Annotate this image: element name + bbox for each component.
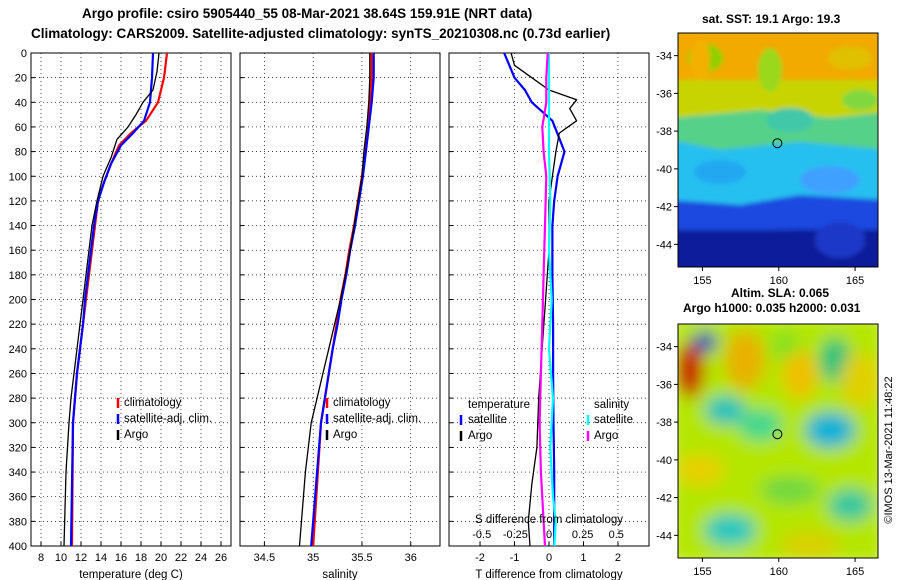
depth-tick-label-300: 300 [9, 418, 27, 430]
sst-map-xtick-label-165: 165 [846, 275, 864, 287]
depth-tick-label-200: 200 [9, 295, 27, 307]
header-line1: Argo profile: csiro 5905440_55 08-Mar-20… [82, 6, 533, 21]
top-xlabel-difference: S difference from climatology [475, 514, 623, 526]
sla-map-title-1: Altim. SLA: 0.065 [731, 286, 830, 300]
legend-label-temperature-1: satellite-adj. clim. [124, 413, 212, 425]
depth-tick-label-100: 100 [9, 171, 27, 183]
xtick-label-temperature-16: 16 [115, 552, 127, 564]
legend-label-temp-1: Argo [468, 430, 492, 442]
xtick-label-temperature-10: 10 [55, 552, 67, 564]
series-line-temperature-argo [63, 52, 160, 547]
legend-label-salinity-0: climatology [333, 397, 391, 409]
xlabel-temperature: temperature (deg C) [79, 569, 183, 580]
series-line-difference-s-satellite [547, 53, 557, 547]
xtick-label-difference-1: 1 [580, 552, 586, 564]
sst-map-ytick-label--44: -44 [656, 239, 672, 251]
depth-tick-label-160: 160 [9, 245, 27, 257]
series-line-salinity-argo [298, 53, 371, 547]
legend-label-temp-0: satellite [468, 414, 507, 426]
sla-map-frame [677, 323, 879, 559]
depth-tick-label-40: 40 [15, 97, 27, 109]
series-line-difference-s-argo [538, 52, 549, 547]
depth-tick-label-380: 380 [9, 516, 27, 528]
xtick-label-temperature-22: 22 [175, 552, 187, 564]
sst-map-ytick-label--36: -36 [656, 88, 672, 100]
depth-tick-label-340: 340 [9, 467, 27, 479]
sla-map-ytick-label--42: -42 [656, 493, 672, 505]
top-xtick-label-0: 0 [546, 529, 552, 541]
xtick-label-difference-0: 0 [546, 552, 552, 564]
sst-map-xtick-label-160: 160 [770, 275, 788, 287]
sst-map-title: sat. SST: 19.1 Argo: 19.3 [702, 12, 841, 26]
xtick-label-difference-2: 2 [615, 552, 621, 564]
xtick-label-temperature-12: 12 [75, 552, 87, 564]
xtick-label-temperature-14: 14 [95, 552, 107, 564]
legend-label-temperature-2: Argo [124, 429, 148, 441]
legend-label-salinity-1: satellite-adj. clim. [333, 413, 421, 425]
sst-map-image [678, 33, 878, 267]
sla-map-xtick-label-155: 155 [693, 566, 711, 578]
sst-map-argo-marker [772, 138, 783, 149]
depth-tick-label-140: 140 [9, 221, 27, 233]
series-line-temperature-satellite-adj-clim- [69, 52, 155, 547]
depth-tick-label-220: 220 [9, 319, 27, 331]
depth-tick-label-20: 20 [15, 73, 27, 85]
depth-tick-label-180: 180 [9, 270, 27, 282]
sst-map-xtick-label-155: 155 [693, 275, 711, 287]
xtick-label-salinity-36: 36 [405, 552, 417, 564]
legend-label-sal-1: Argo [594, 430, 618, 442]
top-xtick-label-0.25: 0.25 [572, 529, 593, 541]
sla-map-xtick-label-160: 160 [770, 566, 788, 578]
xtick-label-salinity-35: 35 [307, 552, 319, 564]
sla-map-ytick-label--38: -38 [656, 417, 672, 429]
xtick-label-difference--2: -2 [475, 552, 485, 564]
top-xtick-label--0.5: -0.5 [472, 529, 491, 541]
depth-tick-label-120: 120 [9, 196, 27, 208]
sla-map-title-2: Argo h1000: 0.035 h2000: 0.031 [683, 301, 861, 315]
sst-map-frame [677, 32, 879, 268]
xtick-label-difference--1: -1 [510, 552, 520, 564]
depth-tick-label-260: 260 [9, 368, 27, 380]
sst-map-ytick-label--34: -34 [656, 51, 672, 63]
sst-map-ytick-label--38: -38 [656, 126, 672, 138]
depth-tick-label-80: 80 [15, 147, 27, 159]
sst-map-ytick-label--40: -40 [656, 164, 672, 176]
sla-map-xtick-label-165: 165 [846, 566, 864, 578]
xlabel-difference: T difference from climatology [475, 569, 622, 580]
xlabel-salinity: salinity [322, 569, 357, 580]
sst-map-ytick-label--42: -42 [656, 202, 672, 214]
sla-map-argo-marker [772, 429, 783, 440]
depth-tick-label-240: 240 [9, 344, 27, 356]
legend-title-salinity: salinity [594, 399, 629, 411]
xtick-label-temperature-8: 8 [38, 552, 44, 564]
depth-tick-label-400: 400 [9, 541, 27, 553]
legend-label-sal-0: satellite [594, 414, 633, 426]
xtick-label-temperature-20: 20 [155, 552, 167, 564]
depth-tick-label-0: 0 [21, 48, 27, 60]
xtick-label-temperature-24: 24 [195, 552, 207, 564]
depth-tick-label-60: 60 [15, 122, 27, 134]
legend-label-temperature-0: climatology [124, 397, 182, 409]
header-line2: Climatology: CARS2009. Satellite-adjuste… [31, 26, 611, 41]
sla-map-ytick-label--44: -44 [656, 530, 672, 542]
xtick-label-salinity-34.5: 34.5 [254, 552, 275, 564]
sla-map-ytick-label--36: -36 [656, 379, 672, 391]
depth-tick-label-320: 320 [9, 442, 27, 454]
sla-map-image [678, 324, 878, 558]
top-xtick-label--0.25: -0.25 [503, 529, 528, 541]
top-xtick-label-0.5: 0.5 [609, 529, 624, 541]
sla-map-ytick-label--40: -40 [656, 455, 672, 467]
legend-title-temperature: temperature [468, 399, 530, 411]
sla-map-ytick-label--34: -34 [656, 342, 672, 354]
xtick-label-temperature-26: 26 [215, 552, 227, 564]
credit-text: ©IMOS 13-Mar-2021 11:48:22 [883, 376, 895, 523]
xtick-label-salinity-35.5: 35.5 [351, 552, 372, 564]
depth-tick-label-280: 280 [9, 393, 27, 405]
legend-label-salinity-2: Argo [333, 429, 357, 441]
xtick-label-temperature-18: 18 [135, 552, 147, 564]
depth-tick-label-360: 360 [9, 492, 27, 504]
